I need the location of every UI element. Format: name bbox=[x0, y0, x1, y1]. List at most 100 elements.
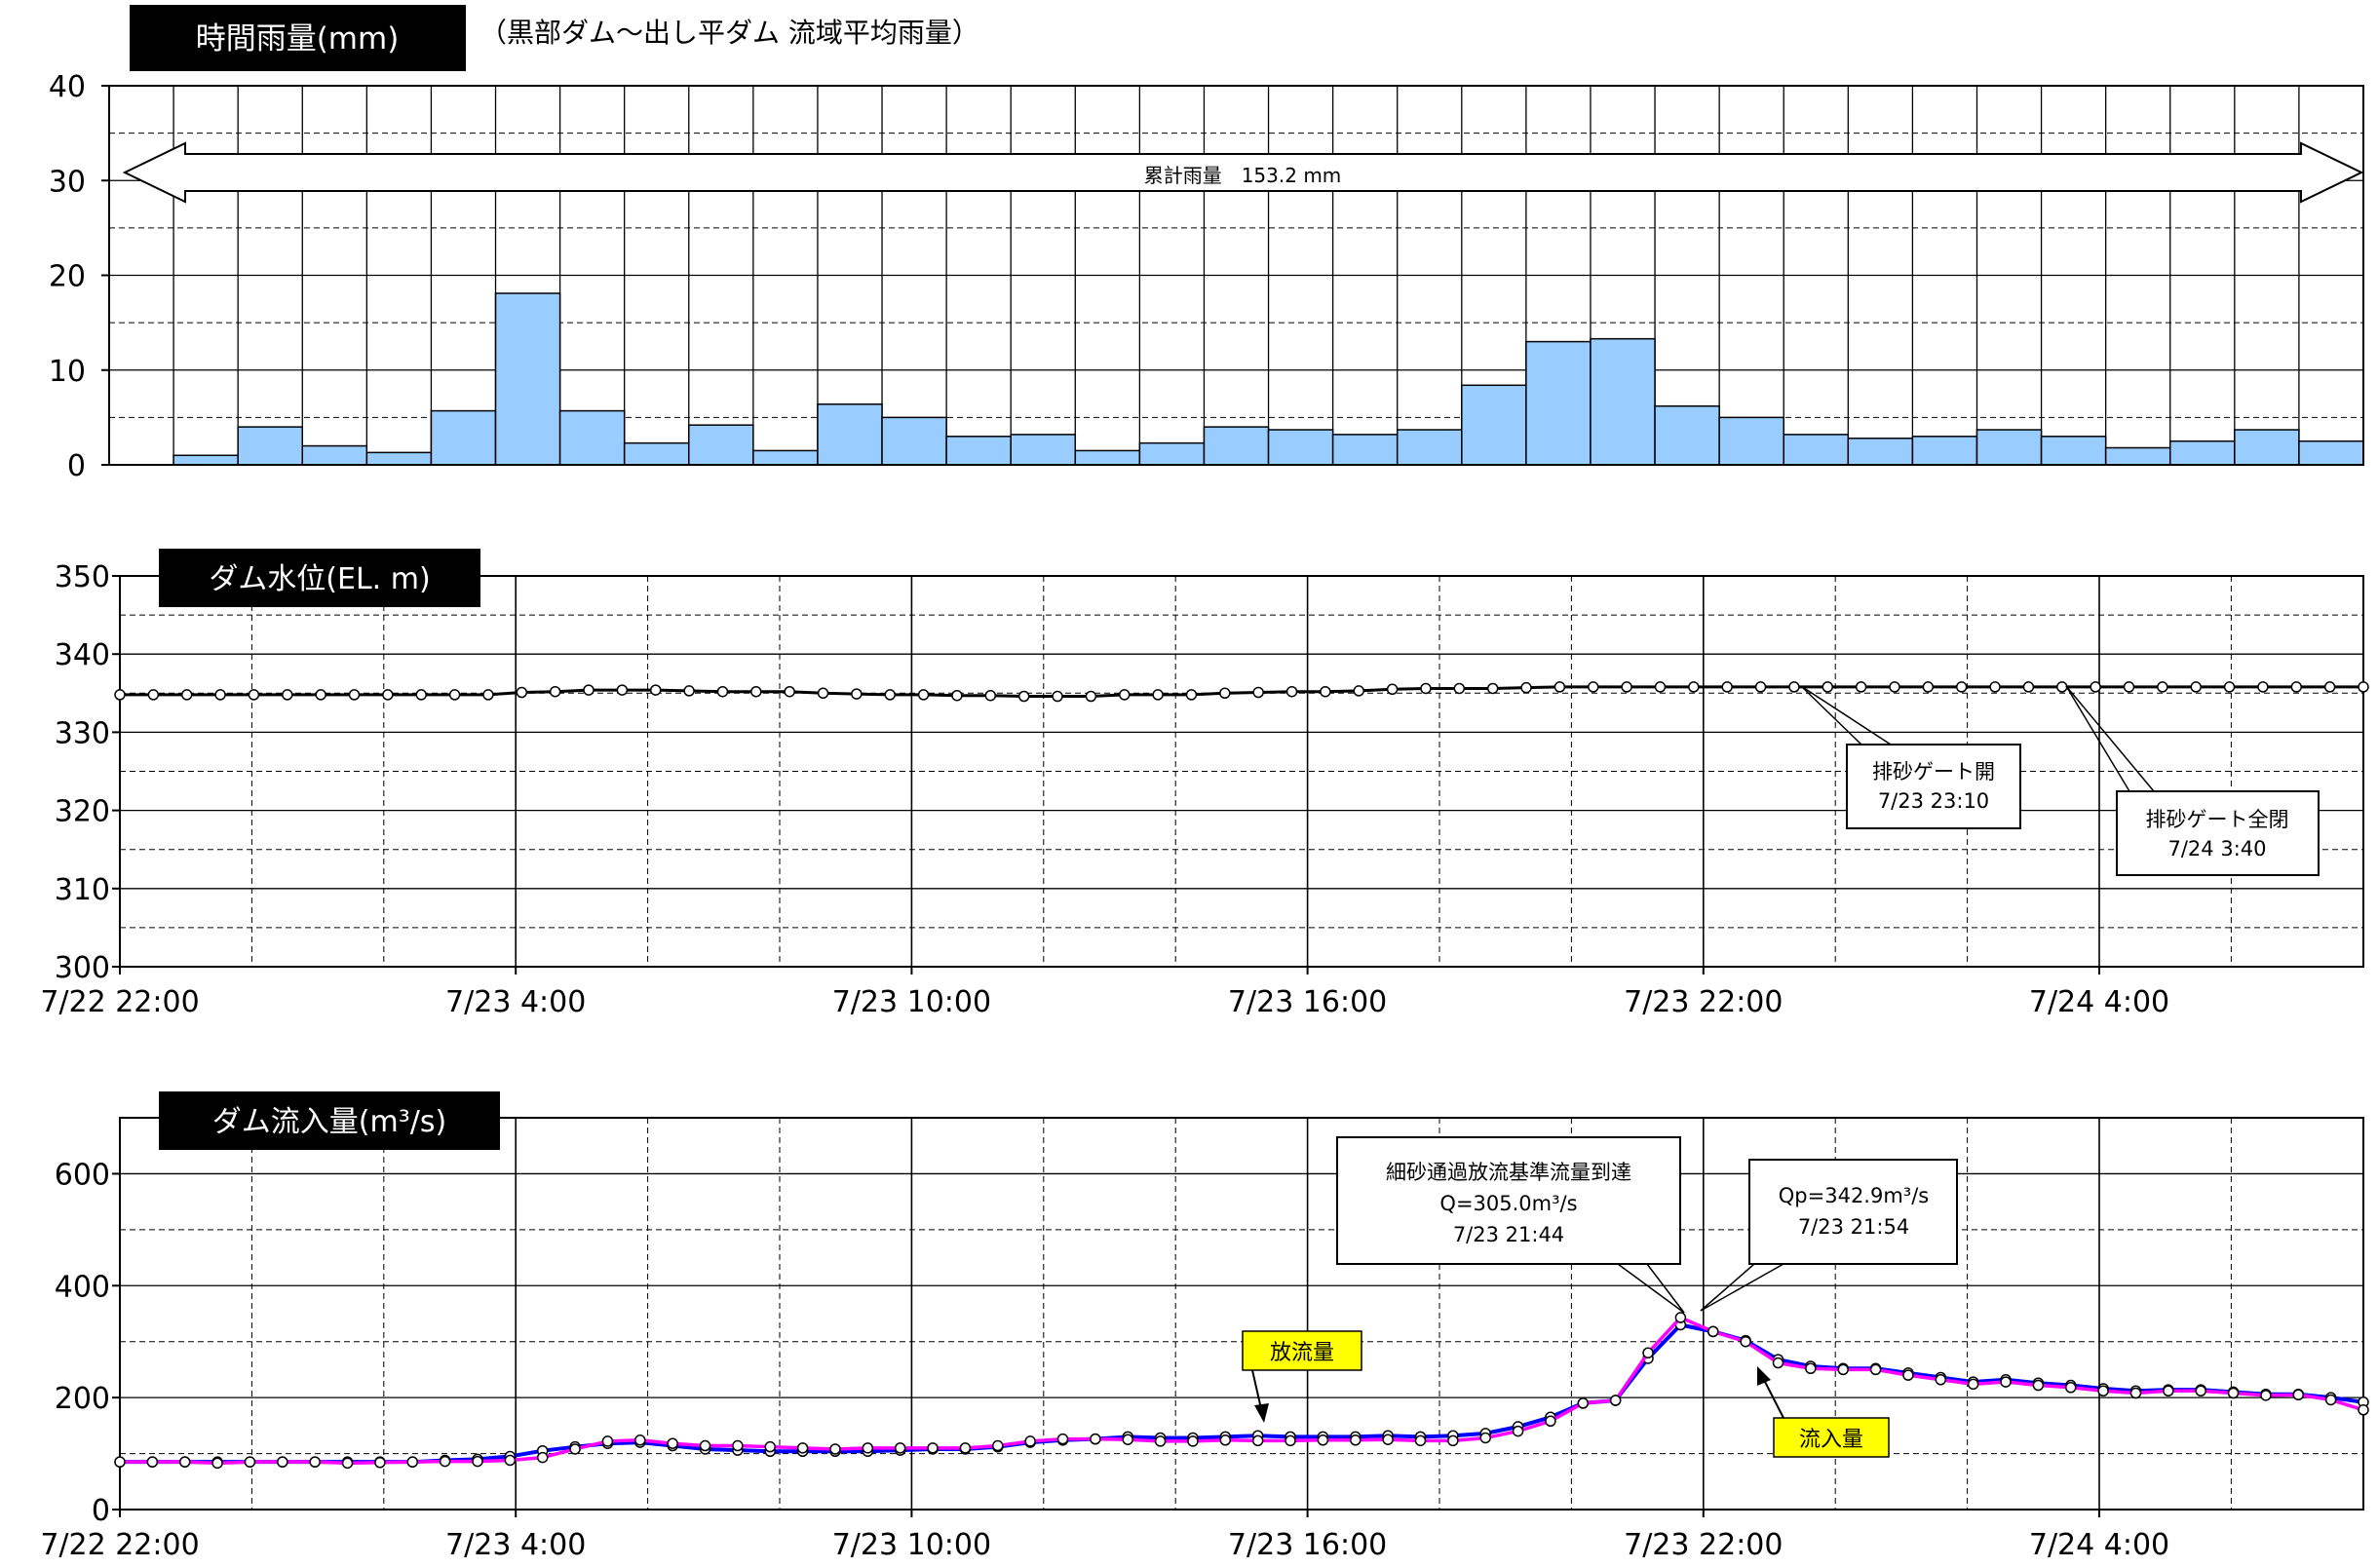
level-title: ダム水位(EL. m) bbox=[209, 562, 430, 596]
flow-point bbox=[146, 1456, 159, 1468]
xtick-label: 7/23 22:00 bbox=[1624, 1528, 1783, 1562]
rain-grid bbox=[109, 86, 2363, 465]
rain-bar bbox=[881, 416, 947, 466]
rain-bar bbox=[1203, 426, 1270, 466]
flow-point bbox=[1674, 1312, 1687, 1323]
level-point bbox=[448, 689, 461, 701]
gate-open-text-1: 排砂ゲート開 bbox=[1872, 760, 1995, 784]
level-point bbox=[1889, 681, 1900, 693]
flow-point bbox=[1382, 1434, 1394, 1445]
level-point bbox=[147, 689, 160, 701]
rain-bar bbox=[2234, 429, 2300, 466]
flow-point bbox=[1805, 1362, 1817, 1375]
flow-point bbox=[1609, 1395, 1622, 1406]
inflow-arrowhead bbox=[1757, 1366, 1771, 1386]
flow-point bbox=[601, 1435, 614, 1447]
flow-y-ticks: 0 200 400 600 bbox=[55, 1158, 120, 1528]
gate-close-leader-2 bbox=[2065, 685, 2155, 792]
level-point bbox=[951, 689, 963, 702]
flow-point bbox=[2324, 1394, 2337, 1406]
level-point bbox=[214, 689, 226, 701]
flow-point bbox=[2129, 1387, 2142, 1399]
level-point bbox=[1654, 681, 1667, 693]
rain-ytick-label: 10 bbox=[49, 355, 86, 389]
flow-point bbox=[2032, 1379, 2045, 1392]
flow-point bbox=[1024, 1435, 1036, 1447]
inflow-label: 流入量 bbox=[1799, 1428, 1863, 1452]
level-point bbox=[1989, 681, 2001, 693]
level-point bbox=[1320, 685, 1331, 698]
rain-bar bbox=[1267, 429, 1334, 466]
level-point bbox=[2290, 681, 2303, 693]
flow-point bbox=[1772, 1357, 1784, 1369]
level-point bbox=[1788, 681, 1800, 693]
level-point bbox=[1252, 686, 1264, 699]
threshold-text-3: 7/23 21:44 bbox=[1453, 1223, 1564, 1246]
flow-point bbox=[796, 1442, 809, 1454]
level-point bbox=[2257, 681, 2269, 693]
rain-ytick-label: 0 bbox=[67, 449, 86, 483]
ytick-label: 400 bbox=[55, 1270, 110, 1304]
gate-close-leader-1 bbox=[2065, 685, 2130, 792]
flow-point bbox=[374, 1457, 386, 1469]
level-point bbox=[716, 685, 729, 698]
flow-point bbox=[1577, 1397, 1590, 1409]
level-point bbox=[649, 684, 662, 696]
flow-point bbox=[1740, 1335, 1751, 1348]
flow-point bbox=[2227, 1387, 2240, 1399]
level-series bbox=[114, 681, 2369, 703]
flow-point bbox=[1350, 1434, 1362, 1446]
level-point bbox=[1420, 682, 1432, 695]
flow-point bbox=[1122, 1434, 1133, 1445]
rain-bar bbox=[1074, 449, 1141, 466]
level-point bbox=[1520, 681, 1532, 694]
flow-point bbox=[1512, 1425, 1524, 1437]
rain-bar bbox=[2104, 446, 2171, 466]
flow-point bbox=[244, 1456, 256, 1468]
flow-point bbox=[2097, 1385, 2109, 1397]
flow-point bbox=[1090, 1433, 1101, 1445]
flow-point bbox=[1935, 1374, 1947, 1386]
level-point bbox=[1118, 689, 1131, 701]
level-point bbox=[348, 689, 361, 701]
xtick-label: 7/22 22:00 bbox=[40, 1528, 199, 1562]
flow-line bbox=[120, 1315, 2364, 1466]
gate-open-leader-2 bbox=[1800, 685, 1892, 746]
level-point bbox=[1721, 681, 1733, 693]
level-point bbox=[282, 689, 293, 701]
flow-point bbox=[667, 1437, 678, 1449]
gate-close-text-2: 7/24 3:40 bbox=[2168, 837, 2267, 860]
level-point bbox=[1922, 681, 1935, 693]
level-point bbox=[2157, 681, 2168, 693]
rain-bar bbox=[1783, 434, 1850, 466]
flow-point bbox=[829, 1443, 841, 1455]
level-point bbox=[1152, 689, 1164, 701]
ytick-label: 320 bbox=[55, 795, 110, 829]
level-point bbox=[683, 685, 695, 697]
inflow-label-box bbox=[1773, 1417, 1890, 1458]
rain-bar bbox=[623, 441, 690, 466]
level-point bbox=[415, 689, 427, 701]
rain-subtitle: （黒部ダム～出し平ダム 流域平均雨量） bbox=[479, 17, 979, 49]
flow-point bbox=[1187, 1435, 1199, 1447]
level-point bbox=[1754, 681, 1767, 693]
rain-bar bbox=[1010, 434, 1077, 466]
gate-close-text-1: 排砂ゲート全閉 bbox=[2146, 808, 2289, 831]
level-y-ticks: 300 310 320 330 340 350 bbox=[55, 560, 120, 985]
threshold-callout bbox=[1336, 1136, 1681, 1265]
flow-point bbox=[959, 1442, 972, 1454]
level-point bbox=[1353, 685, 1365, 697]
level-point bbox=[2123, 681, 2135, 693]
rain-bar bbox=[2040, 436, 2107, 466]
rain-bar bbox=[1590, 337, 1656, 466]
level-point bbox=[1486, 682, 1499, 695]
level-point bbox=[1955, 681, 1968, 693]
rain-ytick-label: 30 bbox=[49, 165, 86, 199]
threshold-leader-2 bbox=[1646, 1263, 1685, 1314]
level-point bbox=[2056, 681, 2068, 693]
flow-point bbox=[1447, 1434, 1459, 1447]
flow-point bbox=[211, 1457, 223, 1470]
peak-text-1: Qp=342.9m³/s bbox=[1779, 1184, 1929, 1207]
rain-bar bbox=[817, 403, 883, 466]
level-point bbox=[616, 684, 629, 696]
